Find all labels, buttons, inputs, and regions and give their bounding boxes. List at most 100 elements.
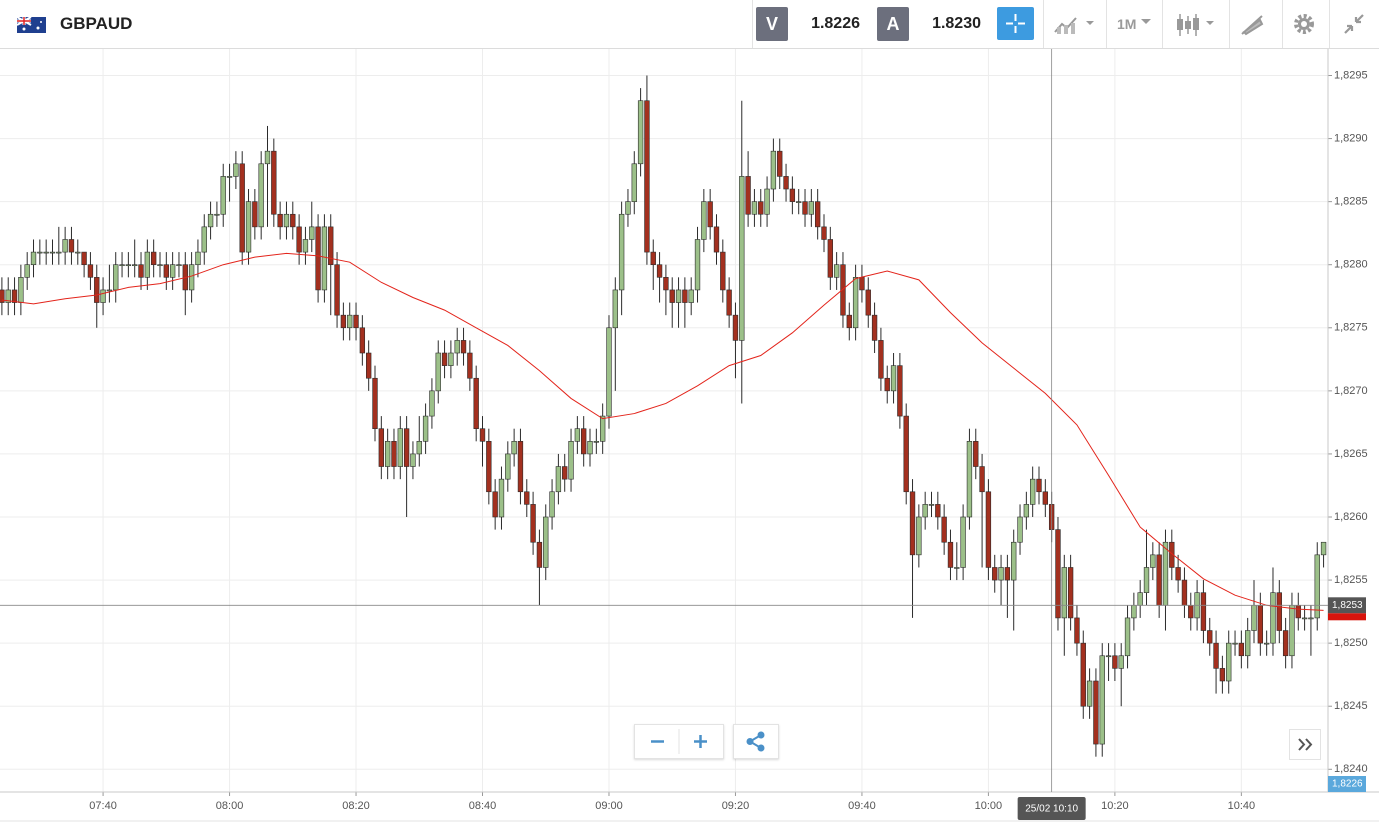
zoom-in-icon[interactable] xyxy=(694,735,707,748)
candle-body xyxy=(1308,617,1314,620)
candle-body xyxy=(631,163,637,202)
scroll-right-button[interactable] xyxy=(1289,729,1321,760)
candle-body xyxy=(87,264,94,278)
candle-body xyxy=(1086,680,1093,707)
toolbar: GBPAUD V 1.8226 A 1.8230 1M xyxy=(0,0,1379,49)
candle-body xyxy=(840,264,846,316)
bid-tag-label: 1,8226 xyxy=(1332,779,1363,790)
share-icon xyxy=(746,731,765,752)
candle-body xyxy=(739,176,745,341)
candle-body xyxy=(777,150,783,177)
buy-button[interactable]: A xyxy=(877,7,909,41)
settings-button[interactable] xyxy=(1292,12,1316,36)
candle-body xyxy=(625,201,631,215)
candle-body xyxy=(321,226,328,291)
y-tick-label: 1,8285 xyxy=(1334,196,1368,208)
candle-body xyxy=(701,201,707,240)
separator xyxy=(1282,0,1283,48)
candle-body xyxy=(1245,630,1251,657)
candle-body xyxy=(1074,617,1080,644)
candle-body xyxy=(1112,655,1118,669)
candle-body xyxy=(1320,541,1327,556)
sell-button[interactable]: V xyxy=(756,7,788,41)
candle-body xyxy=(675,289,682,303)
candle-body xyxy=(1289,605,1295,657)
zoom-controls xyxy=(634,724,724,759)
candle-body xyxy=(808,201,815,215)
indicators-button[interactable] xyxy=(1052,12,1100,36)
timeframe-button[interactable]: 1M xyxy=(1117,16,1137,32)
candle-body xyxy=(422,415,429,442)
candle-body xyxy=(1226,642,1232,682)
collapse-button[interactable] xyxy=(1342,12,1366,36)
candle-body xyxy=(403,428,410,467)
candle-body xyxy=(764,188,770,215)
candle-body xyxy=(214,213,220,216)
candle-body xyxy=(62,239,68,253)
candle-body xyxy=(94,277,100,303)
candle-body xyxy=(486,441,492,493)
candle-body xyxy=(277,213,283,228)
candle-body xyxy=(195,251,201,266)
candle-body xyxy=(562,466,568,480)
candle-body xyxy=(252,201,258,228)
candle-body xyxy=(68,239,75,253)
candle-body xyxy=(188,264,195,291)
candle-body xyxy=(859,277,865,291)
candle-body xyxy=(416,441,422,455)
candle-body xyxy=(334,264,340,316)
candle-body xyxy=(909,491,916,556)
share-button[interactable] xyxy=(733,724,779,759)
x-tick-label: 09:20 xyxy=(722,800,750,812)
flag-icon xyxy=(17,17,46,33)
candle-body xyxy=(1055,529,1061,619)
candle-body xyxy=(713,226,720,253)
candle-body xyxy=(340,314,347,329)
chart-type-button[interactable] xyxy=(1174,12,1222,38)
candle-body xyxy=(258,163,264,228)
candle-body xyxy=(1042,491,1048,505)
candle-body xyxy=(720,251,726,291)
candle-body xyxy=(264,150,271,165)
candle-body xyxy=(644,100,650,253)
x-tick-label: 08:00 xyxy=(216,800,244,812)
candle-body xyxy=(1181,579,1188,606)
candle-body xyxy=(985,491,992,568)
candle-body xyxy=(871,314,878,341)
candle-body xyxy=(384,441,391,467)
crosshair-price-label: 1,8253 xyxy=(1332,600,1363,611)
candle-body xyxy=(1219,668,1226,682)
candle-body xyxy=(745,176,751,215)
candle-body xyxy=(366,352,372,379)
candle-body xyxy=(758,201,764,215)
candle-body xyxy=(144,251,151,278)
candle-body xyxy=(1017,516,1023,543)
candle-body xyxy=(353,314,359,329)
crosshair-button[interactable] xyxy=(997,7,1034,40)
candle-body xyxy=(1213,642,1219,669)
candle-body xyxy=(878,340,884,379)
y-tick-label: 1,8290 xyxy=(1334,132,1368,144)
candle-body xyxy=(656,264,663,278)
zoom-icons xyxy=(651,729,707,754)
candle-body xyxy=(1124,617,1131,657)
candle-body xyxy=(682,289,688,303)
drawing-tools-button[interactable] xyxy=(1240,12,1266,36)
candle-body xyxy=(669,289,675,303)
candle-body xyxy=(81,251,87,266)
candle-body xyxy=(24,264,30,278)
candle-body xyxy=(283,213,290,228)
candle-body xyxy=(612,289,618,329)
candle-body xyxy=(220,176,226,215)
candle-body xyxy=(106,289,113,292)
candle-body xyxy=(890,365,897,392)
candle-body xyxy=(18,277,24,303)
candle-body xyxy=(30,251,37,266)
candle-body xyxy=(574,428,581,442)
candle-body xyxy=(113,264,119,291)
candle-body xyxy=(1150,554,1156,568)
candle-body xyxy=(429,390,435,417)
candle-body xyxy=(536,541,543,568)
candle-body xyxy=(1011,541,1017,581)
